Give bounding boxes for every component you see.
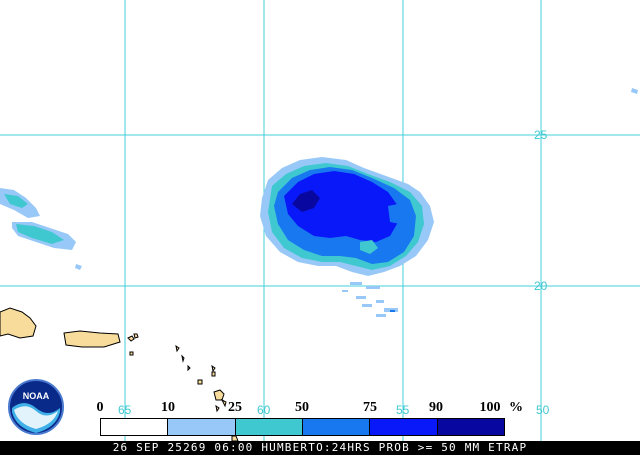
puerto-rico-landmass xyxy=(63,330,121,348)
caption-bar: 26 SEP 25269 06:00 HUMBERTO:24HRS PROB >… xyxy=(0,441,640,455)
lat-label-25: 25 xyxy=(534,128,548,142)
land-areas xyxy=(0,307,239,441)
probability-specks xyxy=(342,282,398,317)
legend-swatch-50-75 xyxy=(302,419,371,435)
noaa-logo-icon: NOAA xyxy=(8,379,64,435)
lon-label-65: 65 xyxy=(118,403,132,417)
noaa-logo-text: NOAA xyxy=(23,391,50,401)
lon-label-60: 60 xyxy=(257,403,271,417)
lon-label-50: 50 xyxy=(536,403,550,417)
legend-color-bar xyxy=(100,418,505,436)
legend-swatch-75-90 xyxy=(370,419,438,435)
probability-map xyxy=(0,0,640,441)
legend-tick-90: 90 xyxy=(429,400,443,415)
legend-swatch-90-100 xyxy=(437,419,504,435)
legend-tick-100: 100 xyxy=(479,400,501,415)
legend-unit: % xyxy=(509,400,523,415)
probability-specks-dark xyxy=(390,310,395,312)
probability-shading-west xyxy=(0,88,638,270)
legend-swatch-0-10 xyxy=(101,419,169,435)
legend-swatch-25-50 xyxy=(235,419,303,435)
legend-tick-75: 75 xyxy=(363,400,377,415)
legend-tick-25: 25 xyxy=(228,400,242,415)
legend-swatch-10-25 xyxy=(168,419,236,435)
probability-shading-main xyxy=(260,157,434,276)
lat-label-20: 20 xyxy=(534,279,548,293)
legend-tick-10: 10 xyxy=(161,400,175,415)
lon-label-55: 55 xyxy=(396,403,410,417)
lesser-antilles xyxy=(127,333,227,413)
legend-tick-50: 50 xyxy=(295,400,309,415)
barbados-landmass xyxy=(231,435,239,441)
legend-tick-0: 0 xyxy=(96,400,104,415)
hispaniola-landmass xyxy=(0,307,37,339)
